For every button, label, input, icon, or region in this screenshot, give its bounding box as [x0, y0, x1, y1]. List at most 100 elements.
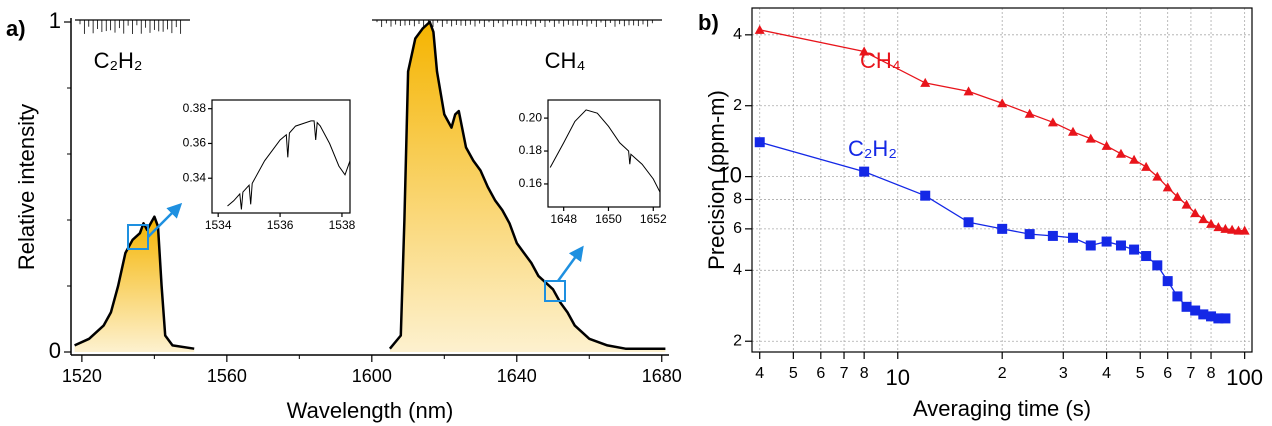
x-tick-label: 2 — [998, 365, 1007, 382]
series-label: CH₄ — [545, 48, 586, 73]
x-tick-label: 1536 — [267, 218, 294, 232]
triangle-marker — [1085, 133, 1096, 143]
triangle-marker — [1129, 154, 1140, 164]
x-tick-label: 1648 — [550, 212, 577, 226]
square-marker — [1152, 260, 1163, 271]
triangle-marker — [1152, 171, 1163, 181]
series-label: C₂H₂ — [94, 48, 143, 73]
panel-label: b) — [698, 10, 719, 35]
square-marker — [1181, 301, 1192, 312]
zoom-arrow — [556, 245, 584, 282]
triangle-marker — [1220, 223, 1231, 233]
zoom-arrow — [147, 202, 183, 238]
triangle-marker — [1198, 214, 1209, 224]
spectrum-line — [388, 20, 666, 350]
triangle-marker — [1067, 126, 1078, 136]
x-tick-label: 4 — [755, 365, 764, 382]
x-tick-label: 5 — [1136, 365, 1145, 382]
x-tick-label: 10 — [886, 365, 910, 390]
square-marker — [920, 190, 931, 201]
x-tick-label: 1538 — [329, 218, 356, 232]
square-marker — [963, 217, 974, 228]
square-marker — [1047, 230, 1058, 241]
x-axis-title: Wavelength (nm) — [287, 398, 454, 423]
square-marker — [1129, 244, 1140, 255]
x-tick-label: 6 — [1163, 365, 1172, 382]
square-marker — [859, 166, 870, 177]
square-marker — [1206, 311, 1217, 322]
y-axis-title: Relative intensity — [14, 104, 39, 270]
triangle-marker — [1239, 225, 1250, 235]
triangle-marker — [1101, 140, 1112, 150]
x-tick-label: 8 — [860, 365, 869, 382]
x-tick-label: 1680 — [642, 366, 682, 386]
panel-label: a) — [6, 16, 26, 41]
y-tick-label: 4 — [733, 262, 742, 279]
y-tick-label: 4 — [733, 26, 742, 43]
y-tick-label: 10 — [718, 162, 742, 187]
triangle-marker — [754, 24, 765, 34]
panel-b: b)Averaging time (s)Precision (ppm-m)4 5 6… — [698, 7, 1263, 421]
x-tick-label: 1652 — [640, 212, 667, 226]
square-marker — [1213, 313, 1224, 324]
square-marker — [1141, 251, 1152, 262]
area-fill — [389, 22, 666, 352]
triangle-marker — [1190, 208, 1201, 218]
triangle-marker — [963, 86, 974, 96]
panel-a: a) Wavelength (nm) Relative intensity 1520 1… — [6, 8, 682, 423]
inset-line — [227, 120, 351, 210]
y-tick-label: 1 — [49, 8, 61, 33]
square-marker — [1162, 276, 1173, 287]
triangle-marker — [1024, 108, 1035, 118]
x-tick-label: 1600 — [352, 366, 392, 386]
square-marker — [1220, 313, 1231, 324]
square-marker — [1024, 229, 1035, 240]
x-tick-label: 100 — [1226, 365, 1263, 390]
series-line — [759, 141, 1226, 320]
y-tick-label: 2 — [733, 332, 742, 349]
triangle-marker — [1181, 199, 1192, 209]
y-tick-label: 0.18 — [519, 143, 543, 157]
area-fill — [74, 216, 195, 352]
plot-frame — [547, 99, 661, 208]
triangle-marker — [1141, 161, 1152, 171]
triangle-marker — [1047, 117, 1058, 127]
y-axis-title: Precision (ppm-m) — [704, 90, 729, 270]
square-marker — [754, 137, 765, 148]
x-tick-label: 1534 — [205, 218, 232, 232]
square-marker — [1198, 309, 1209, 320]
x-tick-label: 1640 — [497, 366, 537, 386]
y-tick-label: 0.20 — [519, 110, 543, 124]
y-tick-label: 0.34 — [183, 170, 207, 184]
zoom-box — [544, 280, 566, 302]
y-tick-label: 0.36 — [183, 136, 207, 150]
series-label: C₂H₂ — [848, 136, 897, 161]
square-marker — [1101, 236, 1112, 247]
square-marker — [1085, 240, 1096, 251]
spectrum-line — [74, 215, 195, 350]
y-tick-label: 0 — [49, 338, 61, 363]
triangle-marker — [859, 46, 870, 56]
x-tick-label: 3 — [1059, 365, 1068, 382]
x-tick-label: 1560 — [207, 366, 247, 386]
triangle-marker — [1213, 222, 1224, 232]
x-tick-label: 7 — [840, 365, 849, 382]
square-marker — [1172, 291, 1183, 302]
x-tick-label: 5 — [789, 365, 798, 382]
triangle-marker — [1206, 218, 1217, 228]
triangle-marker — [997, 98, 1008, 108]
triangle-marker — [1172, 191, 1183, 201]
y-tick-label: 6 — [733, 220, 742, 237]
triangle-marker — [1115, 148, 1126, 158]
square-marker — [997, 223, 1008, 234]
y-tick-label: 8 — [733, 191, 742, 208]
plot-frame — [211, 99, 351, 214]
y-tick-label: 0.16 — [519, 176, 543, 190]
x-tick-label: 6 — [816, 365, 825, 382]
x-axis-title: Averaging time (s) — [913, 396, 1091, 421]
x-tick-label: 1520 — [62, 366, 102, 386]
x-tick-label: 7 — [1186, 365, 1195, 382]
square-marker — [1115, 240, 1126, 251]
square-marker — [1190, 305, 1201, 316]
